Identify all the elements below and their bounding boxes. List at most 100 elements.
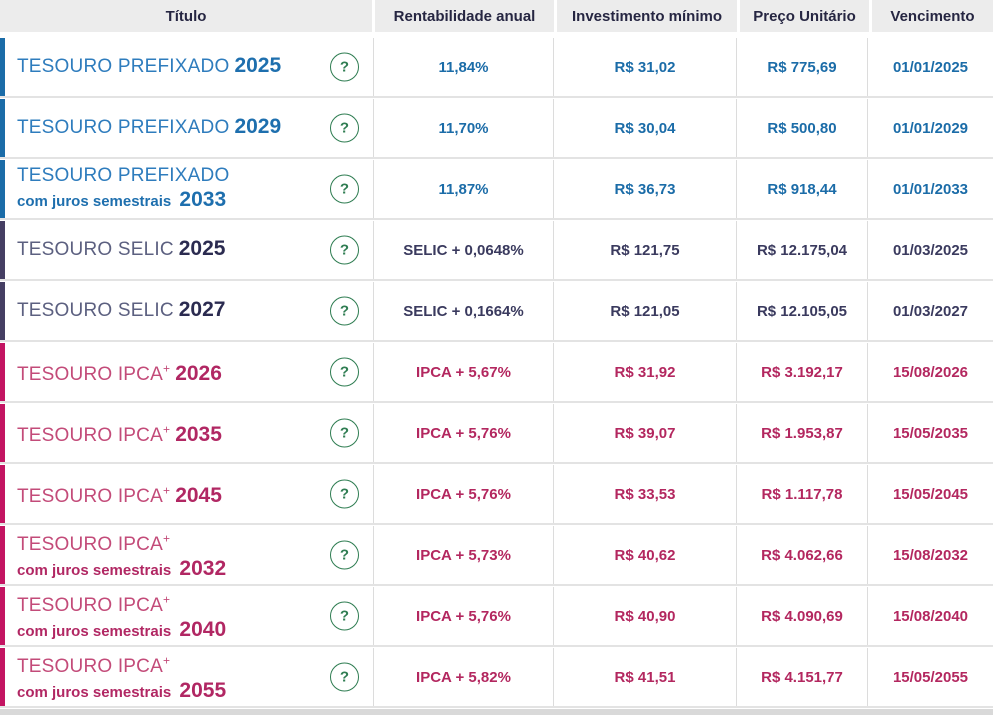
investimento-minimo-value: R$ 121,05: [553, 282, 736, 340]
rentabilidade-value: 11,70%: [373, 99, 553, 157]
investimento-minimo-value: R$ 40,62: [553, 526, 736, 584]
plus-icon: +: [162, 653, 171, 668]
bond-title-cell: TESOURO IPCA+ 2035 ?: [0, 404, 373, 462]
vencimento-value: 01/01/2029: [867, 99, 993, 157]
bond-title-line2: com juros semestrais 2055: [17, 679, 373, 704]
question-mark-icon: ?: [339, 119, 350, 137]
column-header-rentabilidade: Rentabilidade anual: [375, 0, 554, 32]
preco-unitario-value: R$ 12.105,05: [736, 282, 867, 340]
help-button[interactable]: ?: [330, 52, 359, 82]
investimento-minimo-value: R$ 41,51: [553, 648, 736, 706]
question-mark-icon: ?: [339, 546, 350, 564]
plus-icon: +: [162, 592, 171, 607]
bond-title-cell: TESOURO PREFIXADO com juros semestrais 2…: [0, 160, 373, 218]
rentabilidade-value: IPCA + 5,67%: [373, 343, 553, 401]
help-button[interactable]: ?: [330, 235, 359, 265]
question-mark-icon: ?: [339, 302, 350, 320]
bond-name: TESOURO IPCA+: [17, 592, 171, 617]
question-mark-icon: ?: [339, 363, 350, 381]
rentabilidade-value: IPCA + 5,73%: [373, 526, 553, 584]
preco-unitario-value: R$ 1.953,87: [736, 404, 867, 462]
table-header: Título Rentabilidade anual Investimento …: [0, 0, 993, 32]
column-header-investimento: Investimento mínimo: [557, 0, 737, 32]
bond-title-cell: TESOURO IPCA+ 2045 ?: [0, 465, 373, 523]
preco-unitario-value: R$ 918,44: [736, 160, 867, 218]
table-row[interactable]: TESOURO IPCA+ 2045 ? IPCA + 5,76% R$ 33,5…: [0, 465, 993, 523]
question-mark-icon: ?: [339, 607, 350, 625]
bond-title-line1: TESOURO IPCA+: [17, 589, 373, 618]
plus-icon: +: [162, 422, 171, 437]
bond-title-line1: TESOURO IPCA+: [17, 650, 373, 679]
bond-title-cell: TESOURO IPCA+ com juros semestrais 2055 …: [0, 648, 373, 706]
table-row[interactable]: TESOURO SELIC 2025 ? SELIC + 0,0648% R$ 1…: [0, 221, 993, 279]
table-row[interactable]: TESOURO IPCA+ 2026 ? IPCA + 5,67% R$ 31,9…: [0, 343, 993, 401]
bottom-divider: [0, 709, 993, 715]
bond-year: 2029: [234, 115, 282, 138]
bond-name: TESOURO PREFIXADO: [17, 56, 230, 77]
help-button[interactable]: ?: [330, 418, 359, 448]
help-button[interactable]: ?: [330, 357, 359, 387]
table-row[interactable]: TESOURO PREFIXADO 2029 ? 11,70% R$ 30,04 …: [0, 99, 993, 157]
bond-year: 2025: [234, 54, 282, 77]
column-header-preco: Preço Unitário: [740, 0, 869, 32]
vencimento-value: 15/08/2032: [867, 526, 993, 584]
table-row[interactable]: TESOURO IPCA+ 2035 ? IPCA + 5,76% R$ 39,0…: [0, 404, 993, 462]
bond-year: 2035: [175, 422, 222, 446]
bond-subtitle: com juros semestrais: [17, 684, 176, 702]
preco-unitario-value: R$ 500,80: [736, 99, 867, 157]
bond-name: TESOURO PREFIXADO: [17, 165, 230, 186]
bond-title-line1: TESOURO SELIC 2025: [17, 238, 373, 262]
bond-title-cell: TESOURO IPCA+ com juros semestrais 2032 …: [0, 526, 373, 584]
bond-title-cell: TESOURO IPCA+ com juros semestrais 2040 …: [0, 587, 373, 645]
table-row[interactable]: TESOURO SELIC 2027 ? SELIC + 0,1664% R$ 1…: [0, 282, 993, 340]
bond-year: 2032: [179, 557, 227, 581]
bond-title-line2: com juros semestrais 2032: [17, 557, 373, 582]
bond-year: 2055: [179, 679, 227, 703]
rentabilidade-value: IPCA + 5,76%: [373, 404, 553, 462]
help-button[interactable]: ?: [330, 113, 359, 143]
investimento-minimo-value: R$ 39,07: [553, 404, 736, 462]
rentabilidade-value: IPCA + 5,76%: [373, 587, 553, 645]
bond-title-line1: TESOURO IPCA+: [17, 528, 373, 557]
bond-name: TESOURO SELIC: [17, 300, 174, 321]
preco-unitario-value: R$ 4.151,77: [736, 648, 867, 706]
table-row[interactable]: TESOURO IPCA+ com juros semestrais 2032 …: [0, 526, 993, 584]
bond-year: 2025: [178, 237, 226, 260]
bond-title-line1: TESOURO IPCA+ 2026: [17, 357, 373, 386]
bond-name: TESOURO PREFIXADO: [17, 117, 230, 138]
table-row[interactable]: TESOURO IPCA+ com juros semestrais 2055 …: [0, 648, 993, 706]
question-mark-icon: ?: [339, 58, 350, 76]
preco-unitario-value: R$ 4.090,69: [736, 587, 867, 645]
rentabilidade-value: 11,84%: [373, 38, 553, 96]
help-button[interactable]: ?: [330, 662, 359, 692]
help-button[interactable]: ?: [330, 601, 359, 631]
table-row[interactable]: TESOURO IPCA+ com juros semestrais 2040 …: [0, 587, 993, 645]
bond-title-line1: TESOURO PREFIXADO 2025: [17, 55, 373, 79]
help-button[interactable]: ?: [330, 296, 359, 326]
vencimento-value: 01/03/2027: [867, 282, 993, 340]
help-button[interactable]: ?: [330, 174, 359, 204]
question-mark-icon: ?: [339, 424, 350, 442]
table-row[interactable]: TESOURO PREFIXADO 2025 ? 11,84% R$ 31,02 …: [0, 38, 993, 96]
question-mark-icon: ?: [339, 241, 350, 259]
help-button[interactable]: ?: [330, 479, 359, 509]
bond-year: 2033: [179, 188, 227, 211]
help-button[interactable]: ?: [330, 540, 359, 570]
investimento-minimo-value: R$ 40,90: [553, 587, 736, 645]
vencimento-value: 01/03/2025: [867, 221, 993, 279]
table-row[interactable]: TESOURO PREFIXADO com juros semestrais 2…: [0, 160, 993, 218]
plus-icon: +: [162, 531, 171, 546]
bond-title-cell: TESOURO SELIC 2027 ?: [0, 282, 373, 340]
investimento-minimo-value: R$ 30,04: [553, 99, 736, 157]
plus-icon: +: [162, 361, 171, 376]
rentabilidade-value: IPCA + 5,76%: [373, 465, 553, 523]
bond-title-line1: TESOURO IPCA+ 2045: [17, 479, 373, 508]
vencimento-value: 15/05/2055: [867, 648, 993, 706]
investimento-minimo-value: R$ 36,73: [553, 160, 736, 218]
bond-subtitle: com juros semestrais: [17, 562, 176, 580]
bond-name: TESOURO SELIC: [17, 239, 174, 260]
question-mark-icon: ?: [339, 668, 350, 686]
vencimento-value: 15/05/2035: [867, 404, 993, 462]
plus-icon: +: [162, 483, 171, 498]
